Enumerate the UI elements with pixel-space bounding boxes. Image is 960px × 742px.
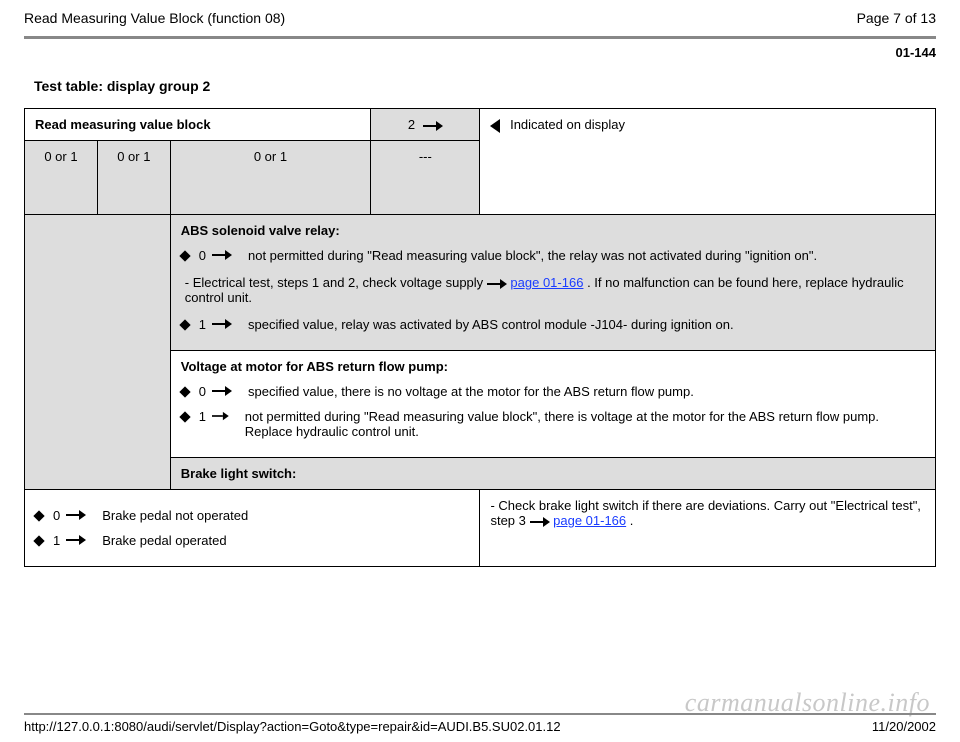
voltage-b1-text: not permitted during "Read measuring val… — [245, 409, 925, 439]
voltage-bullet-0: 0 specified value, there is no voltage a… — [181, 384, 925, 399]
arrow-right-icon — [212, 386, 232, 396]
brake-b0-text: Brake pedal not operated — [102, 508, 248, 523]
brake-right-suffix: . — [630, 513, 634, 528]
arrow-right-icon — [487, 279, 507, 289]
row1-right-label: Indicated on display — [510, 117, 625, 132]
abs-relay-bullet-0: 0 not permitted during "Read measuring v… — [181, 248, 925, 263]
brake-b0-num: 0 — [53, 508, 60, 523]
voltage-b1-num: 1 — [199, 409, 206, 424]
diamond-icon — [179, 250, 190, 261]
row2-c4: --- — [419, 149, 432, 164]
brake-right-link[interactable]: page 01-166 — [553, 513, 626, 528]
arrow-right-icon — [212, 250, 232, 260]
diamond-icon — [179, 319, 190, 330]
arrow-right-icon — [530, 517, 550, 527]
diamond-icon — [33, 535, 44, 546]
diamond-icon — [179, 386, 190, 397]
abs-b1-text: specified value, relay was activated by … — [248, 317, 734, 332]
footer-date: 11/20/2002 — [872, 719, 936, 734]
diamond-icon — [179, 411, 190, 422]
abs-relay-heading: ABS solenoid valve relay: — [181, 223, 925, 238]
row2-c2: 0 or 1 — [117, 149, 150, 164]
test-table: Read measuring value block 2 Indicated o… — [24, 108, 936, 567]
arrow-right-icon — [212, 411, 229, 421]
footer-rule — [24, 713, 936, 715]
brake-heading: Brake light switch: — [181, 466, 297, 481]
diamond-icon — [33, 510, 44, 521]
footer-url: http://127.0.0.1:8080/audi/servlet/Displ… — [24, 719, 561, 734]
header-rule — [24, 36, 936, 39]
abs-relay-note: - Electrical test, steps 1 and 2, check … — [185, 275, 925, 305]
brake-b1-text: Brake pedal operated — [102, 533, 226, 548]
header-page-label: Page 7 of 13 — [857, 10, 936, 26]
abs-relay-bullet-1: 1 specified value, relay was activated b… — [181, 317, 925, 332]
voltage-b0-num: 0 — [199, 384, 206, 399]
voltage-bullet-1: 1 not permitted during "Read measuring v… — [181, 409, 925, 439]
abs-b0-text: not permitted during "Read measuring val… — [248, 248, 817, 263]
abs-note-link[interactable]: page 01-166 — [510, 275, 583, 290]
abs-b0-num: 0 — [199, 248, 206, 263]
row1-value: 2 — [408, 117, 415, 132]
header-title: Read Measuring Value Block (function 08) — [24, 10, 285, 26]
brake-bullet-1: 1 Brake pedal operated — [35, 533, 469, 548]
page-code: 01-144 — [24, 45, 936, 60]
brake-b1-num: 1 — [53, 533, 60, 548]
row2-c1: 0 or 1 — [44, 149, 77, 164]
arrow-right-icon — [66, 535, 86, 545]
arrow-right-icon — [423, 121, 443, 131]
row2-c3: 0 or 1 — [254, 149, 287, 164]
abs-note-prefix: - Electrical test, steps 1 and 2, check … — [185, 275, 487, 290]
arrow-right-icon — [212, 319, 232, 329]
brake-bullet-0: 0 Brake pedal not operated — [35, 508, 469, 523]
arrow-left-icon — [490, 119, 500, 133]
abs-b1-num: 1 — [199, 317, 206, 332]
voltage-b0-text: specified value, there is no voltage at … — [248, 384, 694, 399]
arrow-right-icon — [66, 510, 86, 520]
voltage-heading: Voltage at motor for ABS return flow pum… — [181, 359, 925, 374]
section-title: Test table: display group 2 — [34, 78, 932, 94]
row1-left-label: Read measuring value block — [35, 117, 211, 132]
